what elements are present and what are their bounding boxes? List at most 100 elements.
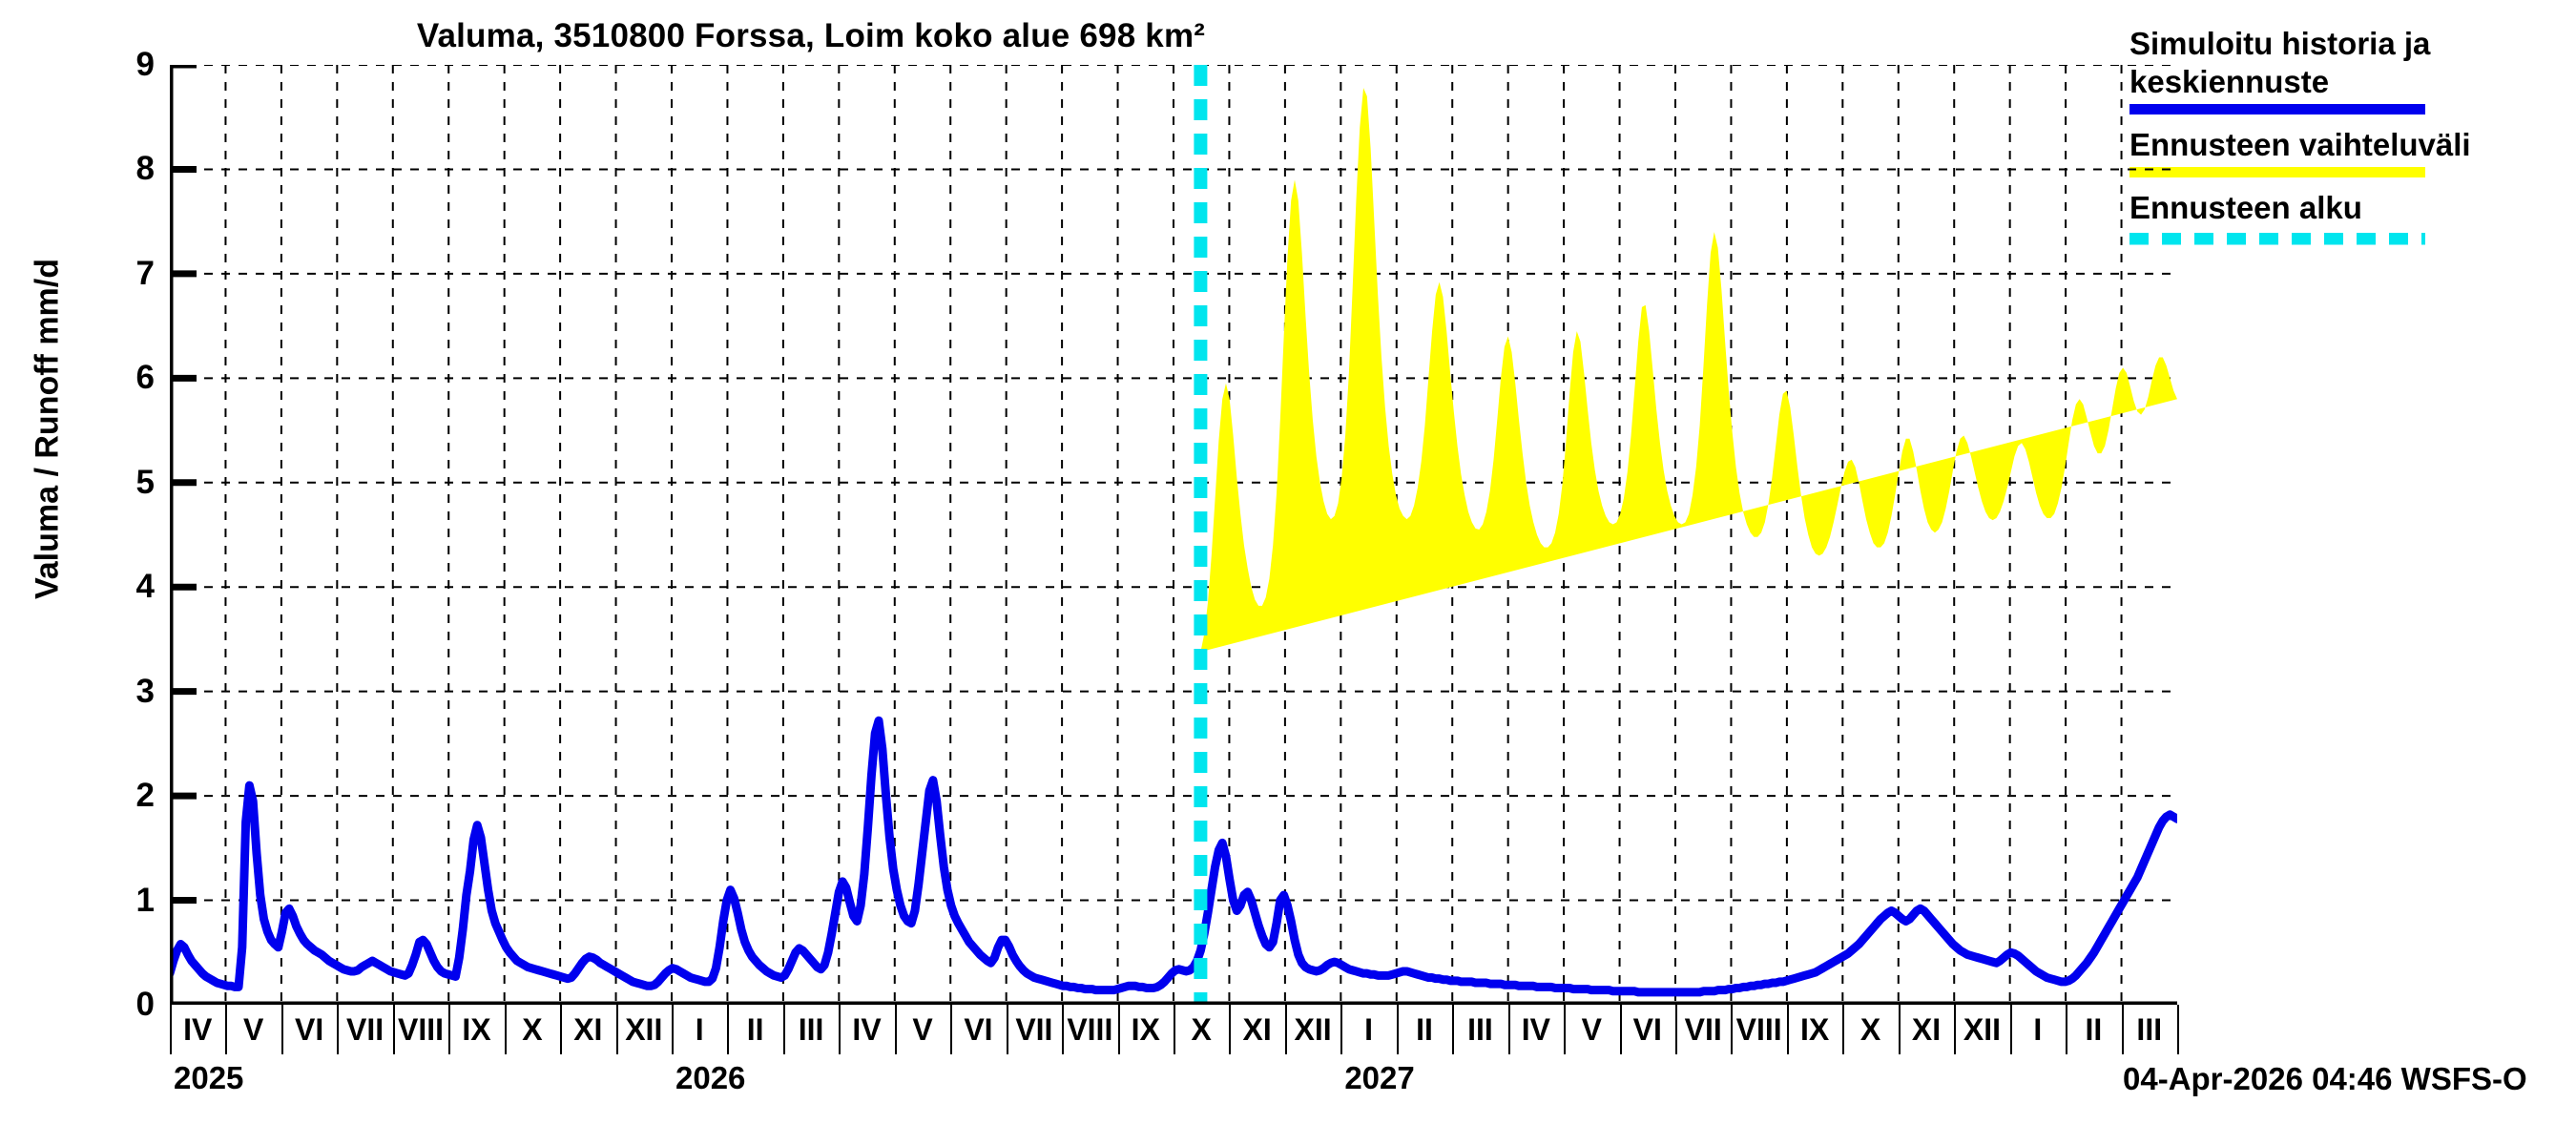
x-tick-month-4: VIII xyxy=(397,1012,444,1047)
month-tick-21 xyxy=(1340,1005,1343,1054)
month-tick-13 xyxy=(894,1005,897,1054)
month-tick-35 xyxy=(2121,1005,2124,1054)
y-axis-tick-labels: 0 1 2 3 4 5 6 7 8 9 xyxy=(95,48,155,1021)
x-tick-month-15: VII xyxy=(1015,1012,1053,1047)
x-tick-month-5: IX xyxy=(462,1012,491,1047)
x-tick-month-34: II xyxy=(2085,1012,2103,1047)
month-tick-7 xyxy=(560,1005,563,1054)
month-tick-17 xyxy=(1117,1005,1120,1054)
y-tick-7: 7 xyxy=(135,254,155,292)
y-tick-1: 1 xyxy=(135,881,155,919)
y-tick-8: 8 xyxy=(135,150,155,188)
x-tick-month-8: XII xyxy=(625,1012,663,1047)
month-tick-18 xyxy=(1174,1005,1175,1054)
x-tick-month-6: X xyxy=(522,1012,543,1047)
x-tick-month-25: V xyxy=(1581,1012,1602,1047)
x-tick-month-31: XI xyxy=(1911,1012,1942,1047)
timestamp-label: 04-Apr-2026 04:46 WSFS-O xyxy=(2123,1061,2527,1096)
month-tick-11 xyxy=(782,1005,785,1054)
y-tick-6: 6 xyxy=(135,359,155,397)
x-tick-month-33: I xyxy=(2033,1012,2043,1047)
x-tick-month-27: VII xyxy=(1684,1012,1722,1047)
month-tick-29 xyxy=(1786,1005,1789,1054)
month-tick-9 xyxy=(672,1005,674,1054)
month-tick-24 xyxy=(1507,1005,1510,1054)
legend-label-forecast-start: Ennusteen alku xyxy=(2129,190,2362,225)
x-tick-month-7: XI xyxy=(573,1012,603,1047)
month-tick-8 xyxy=(615,1005,618,1054)
x-tick-month-28: VIII xyxy=(1735,1012,1782,1047)
x-axis-year-2026: 2026 xyxy=(675,1060,746,1095)
x-tick-month-20: XII xyxy=(1294,1012,1332,1047)
x-tick-month-13: V xyxy=(912,1012,933,1047)
x-tick-month-0: IV xyxy=(183,1012,213,1047)
month-tick-26 xyxy=(1619,1005,1622,1054)
plot-area xyxy=(170,65,2177,1005)
x-tick-month-12: IV xyxy=(852,1012,882,1047)
y-tick-0: 0 xyxy=(135,986,155,1023)
x-axis-year-2025: 2025 xyxy=(174,1060,244,1095)
x-tick-month-9: I xyxy=(695,1012,704,1047)
month-tick-15 xyxy=(1006,1005,1008,1054)
legend-label-forecast-range: Ennusteen vaihteluväli xyxy=(2129,127,2471,162)
month-tick-end xyxy=(2177,1005,2179,1054)
x-tick-month-14: VI xyxy=(964,1012,993,1047)
page-title: Valuma, 3510800 Forssa, Loim koko alue 6… xyxy=(416,17,1206,54)
legend-label-simulated-history: Simuloitu historia ja keskiennuste xyxy=(2129,26,2431,99)
month-tick-34 xyxy=(2066,1005,2068,1054)
month-tick-1 xyxy=(225,1005,228,1054)
runoff-chart xyxy=(170,65,2177,1005)
x-tick-month-11: III xyxy=(798,1012,824,1047)
month-tick-28 xyxy=(1731,1005,1734,1054)
x-tick-month-24: IV xyxy=(1521,1012,1550,1047)
y-tick-5: 5 xyxy=(135,463,155,501)
x-tick-month-32: XII xyxy=(1963,1012,2001,1047)
month-tick-4 xyxy=(392,1005,395,1054)
month-tick-10 xyxy=(727,1005,730,1054)
y-tick-2: 2 xyxy=(135,777,155,815)
month-tick-25 xyxy=(1564,1005,1567,1054)
y-axis-title: Valuma / Runoff mm/d xyxy=(29,258,66,600)
y-tick-9: 9 xyxy=(135,46,155,83)
legend-swatch-blue-line xyxy=(2129,104,2425,114)
month-tick-16 xyxy=(1062,1005,1065,1054)
y-tick-4: 4 xyxy=(135,568,155,606)
x-tick-month-1: V xyxy=(242,1012,264,1047)
legend-swatch-yellow-band xyxy=(2129,167,2425,177)
x-tick-month-30: X xyxy=(1859,1012,1881,1047)
simulated-history-line xyxy=(170,716,2177,997)
y-tick-3: 3 xyxy=(135,672,155,710)
x-tick-month-17: IX xyxy=(1131,1012,1160,1047)
legend-item-forecast-range: Ennusteen vaihteluväli xyxy=(2129,126,2568,177)
month-tick-2 xyxy=(280,1005,283,1054)
x-tick-month-22: II xyxy=(1416,1012,1433,1047)
x-tick-month-26: VI xyxy=(1632,1012,1662,1047)
x-tick-month-3: VII xyxy=(345,1012,384,1047)
forecast-range-band xyxy=(1200,88,2177,653)
x-tick-month-2: VI xyxy=(294,1012,324,1047)
month-tick-20 xyxy=(1284,1005,1287,1054)
x-tick-month-18: X xyxy=(1191,1012,1212,1047)
x-tick-month-19: XI xyxy=(1242,1012,1272,1047)
month-tick-3 xyxy=(337,1005,340,1054)
month-tick-30 xyxy=(1842,1005,1845,1054)
legend-item-forecast-start: Ennusteen alku xyxy=(2129,189,2568,245)
x-tick-month-10: II xyxy=(746,1012,764,1047)
x-axis-year-2027: 2027 xyxy=(1344,1060,1415,1095)
legend-swatch-cyan-dashed xyxy=(2129,232,2425,245)
month-tick-14 xyxy=(950,1005,953,1054)
x-tick-month-21: I xyxy=(1364,1012,1373,1047)
month-tick-32 xyxy=(1954,1005,1957,1054)
month-tick-27 xyxy=(1675,1005,1677,1054)
month-tick-0 xyxy=(170,1005,172,1054)
x-tick-month-16: VIII xyxy=(1067,1012,1113,1047)
month-tick-33 xyxy=(2009,1005,2012,1054)
month-tick-31 xyxy=(1898,1005,1901,1054)
chart-legend: Simuloitu historia ja keskiennuste Ennus… xyxy=(2129,25,2568,253)
month-tick-23 xyxy=(1452,1005,1455,1054)
x-axis: IV V VI VII VIII IX X XI XII I II III IV V VI VII VIII IX… xyxy=(170,1005,2179,1138)
month-tick-5 xyxy=(448,1005,451,1054)
month-tick-12 xyxy=(839,1005,841,1054)
month-tick-19 xyxy=(1229,1005,1232,1054)
month-tick-6 xyxy=(504,1005,507,1054)
